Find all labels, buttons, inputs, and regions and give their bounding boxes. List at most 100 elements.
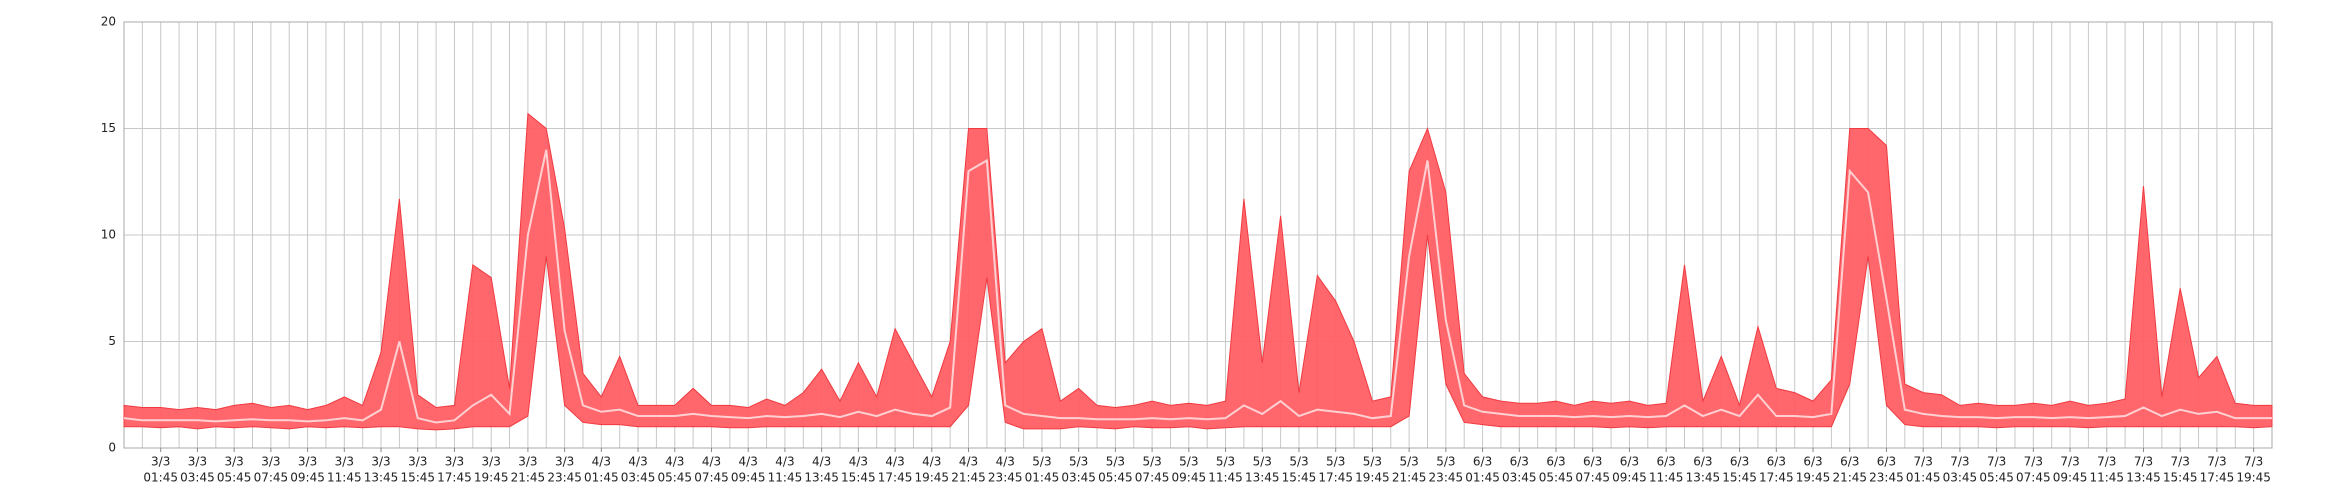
x-tick-date: 4/3 <box>702 455 721 469</box>
x-tick-time: 19:45 <box>914 471 949 485</box>
x-tick-time: 05:45 <box>1098 471 1133 485</box>
x-tick-date: 3/3 <box>335 455 354 469</box>
x-tick-time: 23:45 <box>547 471 582 485</box>
x-tick-date: 6/3 <box>1877 455 1896 469</box>
band-area <box>123 112 2273 431</box>
x-tick-date: 7/3 <box>2134 455 2153 469</box>
x-tick-time: 23:45 <box>988 471 1023 485</box>
x-tick-time: 15:45 <box>1722 471 1757 485</box>
x-tick-time: 07:45 <box>254 471 289 485</box>
x-tick-date: 3/3 <box>188 455 207 469</box>
x-tick-date: 7/3 <box>2024 455 2043 469</box>
x-tick-date: 4/3 <box>592 455 611 469</box>
x-tick-date: 4/3 <box>739 455 758 469</box>
x-tick-date: 5/3 <box>1399 455 1418 469</box>
x-tick-date: 5/3 <box>1326 455 1345 469</box>
x-tick-time: 13:45 <box>804 471 839 485</box>
x-tick-date: 5/3 <box>1216 455 1235 469</box>
x-tick-date: 3/3 <box>371 455 390 469</box>
x-tick-time: 17:45 <box>1759 471 1794 485</box>
x-tick-date: 7/3 <box>1987 455 2006 469</box>
x-tick-date: 3/3 <box>261 455 280 469</box>
y-tick-label: 0 <box>108 441 116 455</box>
x-tick-date: 7/3 <box>2207 455 2226 469</box>
x-tick-date: 5/3 <box>1032 455 1051 469</box>
x-tick-date: 3/3 <box>555 455 574 469</box>
mean-line <box>123 149 2272 424</box>
x-tick-time: 15:45 <box>400 471 435 485</box>
y-tick-label: 5 <box>108 334 116 348</box>
x-tick-time: 19:45 <box>474 471 509 485</box>
x-tick-time: 09:45 <box>731 471 766 485</box>
x-tick-date: 6/3 <box>1620 455 1639 469</box>
x-tick-time: 23:45 <box>1869 471 1904 485</box>
x-tick-time: 23:45 <box>1429 471 1464 485</box>
x-tick-date: 7/3 <box>2171 455 2190 469</box>
x-tick-date: 3/3 <box>408 455 427 469</box>
x-tick-time: 17:45 <box>437 471 472 485</box>
x-tick-date: 4/3 <box>812 455 831 469</box>
y-tick-label: 20 <box>101 15 116 29</box>
x-tick-time: 05:45 <box>1979 471 2014 485</box>
x-tick-time: 19:45 <box>1355 471 1390 485</box>
x-tick-date: 4/3 <box>775 455 794 469</box>
x-tick-time: 03:45 <box>180 471 215 485</box>
x-tick-date: 6/3 <box>1546 455 1565 469</box>
x-tick-time: 17:45 <box>878 471 913 485</box>
x-tick-time: 19:45 <box>2236 471 2271 485</box>
y-tick-label: 15 <box>101 121 116 135</box>
y-tick-label: 10 <box>101 228 116 242</box>
x-tick-date: 5/3 <box>1363 455 1382 469</box>
x-tick-time: 15:45 <box>2163 471 2198 485</box>
x-tick-date: 5/3 <box>1142 455 1161 469</box>
x-tick-time: 01:45 <box>143 471 178 485</box>
x-tick-date: 7/3 <box>2060 455 2079 469</box>
x-tick-time: 19:45 <box>1796 471 1831 485</box>
x-tick-date: 6/3 <box>1510 455 1529 469</box>
x-tick-date: 5/3 <box>1289 455 1308 469</box>
x-tick-time: 01:45 <box>1025 471 1060 485</box>
x-tick-time: 13:45 <box>364 471 399 485</box>
x-tick-time: 01:45 <box>584 471 619 485</box>
x-tick-time: 13:45 <box>1245 471 1280 485</box>
x-tick-date: 5/3 <box>1106 455 1125 469</box>
x-tick-time: 07:45 <box>694 471 729 485</box>
x-tick-time: 09:45 <box>2053 471 2088 485</box>
x-tick-time: 17:45 <box>2200 471 2235 485</box>
x-tick-time: 21:45 <box>511 471 546 485</box>
x-tick-time: 03:45 <box>1502 471 1537 485</box>
x-tick-date: 7/3 <box>1950 455 1969 469</box>
x-tick-time: 09:45 <box>1172 471 1207 485</box>
x-tick-time: 03:45 <box>1943 471 1978 485</box>
x-tick-date: 3/3 <box>151 455 170 469</box>
x-tick-time: 03:45 <box>1061 471 1096 485</box>
x-tick-time: 07:45 <box>1135 471 1170 485</box>
x-tick-date: 4/3 <box>665 455 684 469</box>
x-tick-time: 07:45 <box>2016 471 2051 485</box>
x-tick-date: 6/3 <box>1583 455 1602 469</box>
x-tick-time: 05:45 <box>1539 471 1574 485</box>
x-tick-time: 21:45 <box>1392 471 1427 485</box>
x-tick-date: 4/3 <box>996 455 1015 469</box>
x-tick-date: 4/3 <box>628 455 647 469</box>
x-tick-time: 03:45 <box>621 471 656 485</box>
x-tick-date: 6/3 <box>1730 455 1749 469</box>
x-tick-time: 13:45 <box>1686 471 1721 485</box>
x-tick-time: 01:45 <box>1906 471 1941 485</box>
x-tick-date: 5/3 <box>1436 455 1455 469</box>
x-tick-date: 5/3 <box>1069 455 1088 469</box>
x-tick-time: 15:45 <box>841 471 876 485</box>
x-tick-time: 13:45 <box>2126 471 2161 485</box>
x-tick-time: 05:45 <box>217 471 252 485</box>
plot-frame <box>123 21 2273 449</box>
x-tick-date: 3/3 <box>518 455 537 469</box>
x-tick-time: 11:45 <box>1208 471 1243 485</box>
x-tick-date: 5/3 <box>1179 455 1198 469</box>
x-tick-time: 21:45 <box>1832 471 1867 485</box>
x-tick-time: 11:45 <box>2089 471 2124 485</box>
x-tick-date: 7/3 <box>2244 455 2263 469</box>
x-tick-date: 6/3 <box>1803 455 1822 469</box>
x-tick-time: 01:45 <box>1465 471 1500 485</box>
x-tick-time: 17:45 <box>1318 471 1353 485</box>
